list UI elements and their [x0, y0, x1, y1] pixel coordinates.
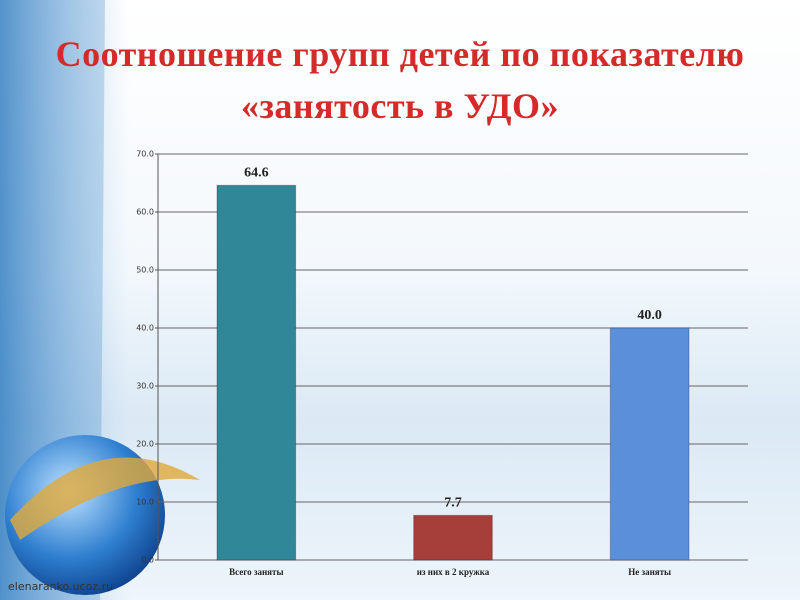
y-tick-label: 20.0 — [136, 440, 154, 449]
y-tick-label: 30.0 — [136, 382, 154, 391]
y-tick-label: 70.0 — [136, 150, 154, 159]
y-tick-label: 50.0 — [136, 266, 154, 275]
y-tick-label: 40.0 — [136, 324, 154, 333]
y-tick-label: 10.0 — [136, 498, 154, 507]
x-tick-label: из них в 2 кружка — [417, 567, 490, 577]
x-tick-label: Не заняты — [628, 567, 671, 577]
x-tick-label: Всего заняты — [229, 567, 283, 577]
y-tick-label: 60.0 — [136, 208, 154, 217]
source: elenaranko.ucoz.ru — [8, 580, 114, 593]
bar — [216, 184, 297, 561]
value-label: 64.6 — [244, 166, 269, 181]
bar — [413, 514, 493, 561]
value-label: 7.7 — [444, 496, 462, 511]
chart-title: Соотношение групп детей по показателю «з… — [55, 34, 745, 126]
value-label: 40.0 — [637, 308, 662, 323]
y-tick-label: 0.0 — [141, 556, 154, 565]
bar — [609, 327, 690, 561]
